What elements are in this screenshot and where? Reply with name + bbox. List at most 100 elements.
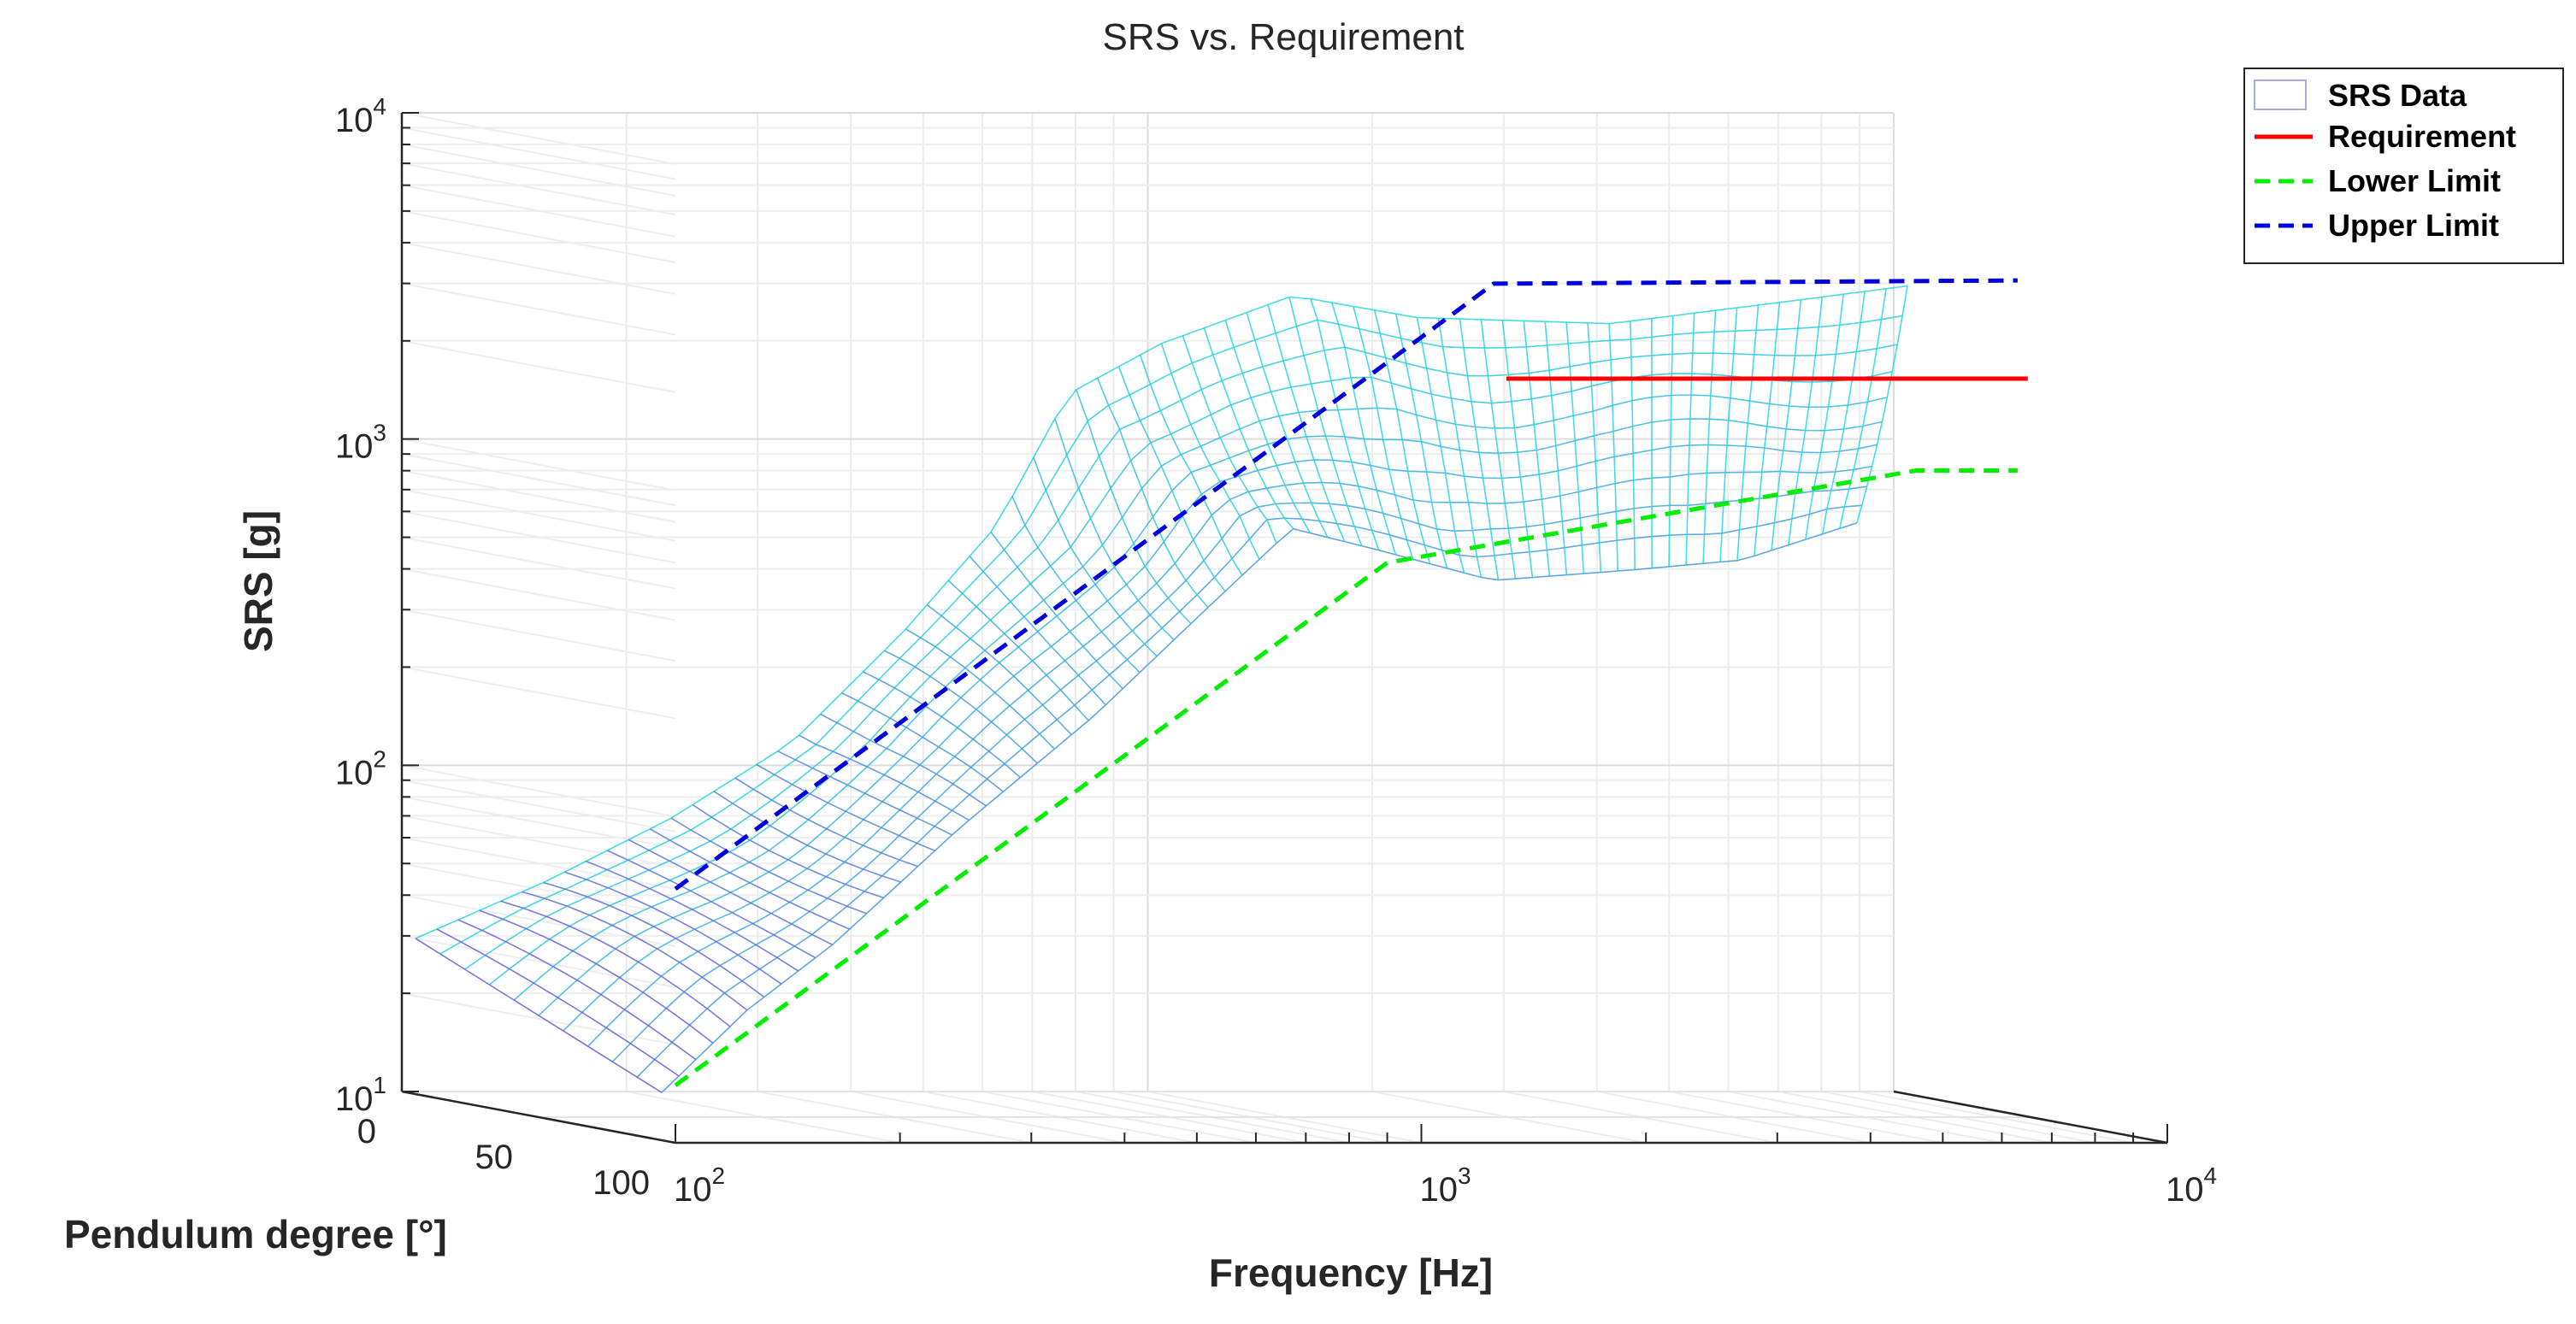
surface-column [436,928,680,1077]
surface-column [1160,343,1260,560]
surface-column [415,938,663,1093]
surface-column [1608,323,1618,572]
surface-column [884,650,1038,764]
surface-column [713,791,901,883]
axis-edge [401,1090,676,1145]
legend-entry-srs-data: SRS Data [2254,78,2467,113]
gridline-z-side [401,112,676,165]
gridline-z-side [401,992,676,1046]
legend-label-lower-limit: Lower Limit [2328,163,2501,198]
surface-column [607,850,816,959]
surface-column [1459,318,1500,580]
gridline-z-side [401,934,676,988]
surface-row [661,522,1858,1093]
surface-column [1771,299,1802,551]
x-axis-label: Frequency [Hz] [1209,1250,1493,1295]
axes [400,112,2168,1145]
surface-column [1139,355,1243,576]
chart-title: SRS vs. Requirement [1102,16,1464,58]
gridline-z-side [401,609,676,662]
surface-column [799,734,970,821]
gridline-z-side [401,184,676,238]
surface-column [1310,298,1380,550]
gridline-z-side [401,282,676,336]
surface-column [586,860,799,972]
surface-column [1331,302,1397,556]
series-upper-limit [674,278,2018,891]
x-tick-label: 104 [2166,1162,2217,1209]
surface-column [1736,304,1760,561]
surface-column [564,871,782,985]
y-tick-label: 0 [357,1113,376,1150]
surface-column [479,909,714,1044]
surface-column [1437,318,1483,578]
surface-column [1267,304,1346,542]
legend: SRS Data Requirement Lower Limit Upper L… [2243,68,2564,264]
legend-label-requirement: Requirement [2328,119,2516,154]
surface-column [1480,319,1517,580]
gridline-z-side [401,162,676,216]
surface-column [1054,418,1175,641]
gridline-z-side [401,779,676,833]
legend-swatch-srs-data [2254,79,2307,110]
y-tick-label: 100 [592,1164,650,1202]
gridline-z-side [401,568,676,621]
surface-column [947,580,1089,721]
gridline-z-side [401,488,676,542]
surface-row [636,504,1862,1078]
surface-column [1856,285,1908,524]
surface-column [1719,308,1738,562]
gridline-z-side [401,837,676,890]
surface-column [1288,297,1363,546]
surface-column [1501,320,1534,578]
z-tick-label: 103 [335,420,386,466]
surface-column [1011,496,1141,674]
surface-column [1839,288,1887,529]
gridline-z-side [401,796,676,850]
gridline-z-side [401,438,676,491]
surface-column [734,777,918,868]
surface-column [756,763,935,852]
z-tick-label: 101 [335,1072,386,1118]
surface-column [1076,389,1192,625]
legend-entry-upper-limit: Upper Limit [2255,208,2499,243]
gridline-z-side [401,510,676,564]
z-tick-label: 102 [335,745,386,791]
surface-column [1587,322,1602,573]
surface-row [611,485,1867,1062]
surface-column [1374,309,1431,564]
tick-labels: 102 103 104 101 102 103 104 0 50 100 [335,93,2217,1209]
surface-column [905,628,1055,750]
gridline-z-side [401,339,676,393]
surface-column [1630,321,1636,570]
gridline-z-side [401,453,676,507]
surface-column [1117,366,1226,592]
gridline-z-side [401,764,676,818]
surface-column [926,603,1072,736]
legend-entry-requirement: Requirement [2255,119,2516,154]
surface-column [628,839,834,946]
legend-label-upper-limit: Upper Limit [2328,208,2499,243]
legend-label-srs-data: SRS Data [2328,78,2467,113]
surface-column [820,713,987,807]
surface-row [439,315,1903,955]
gridline-z-side [401,144,676,197]
gridline-z-side [401,815,676,868]
gridline-z-side [401,666,676,720]
y-tick-label: 50 [475,1139,514,1176]
surface-column [1416,317,1465,574]
surface-column [1353,306,1414,560]
surface-column [1685,313,1695,566]
axis-edge [1893,1090,2168,1145]
surface-column [1246,312,1329,538]
line-series [674,278,2028,1087]
gridline-z-side [401,536,676,590]
surface-column [500,900,731,1027]
surface-row [538,418,1883,1016]
surface-column [692,803,884,899]
surface-column [670,817,867,915]
surface-column [863,671,1021,779]
surface-row [488,371,1893,986]
surface-column [1805,294,1844,540]
